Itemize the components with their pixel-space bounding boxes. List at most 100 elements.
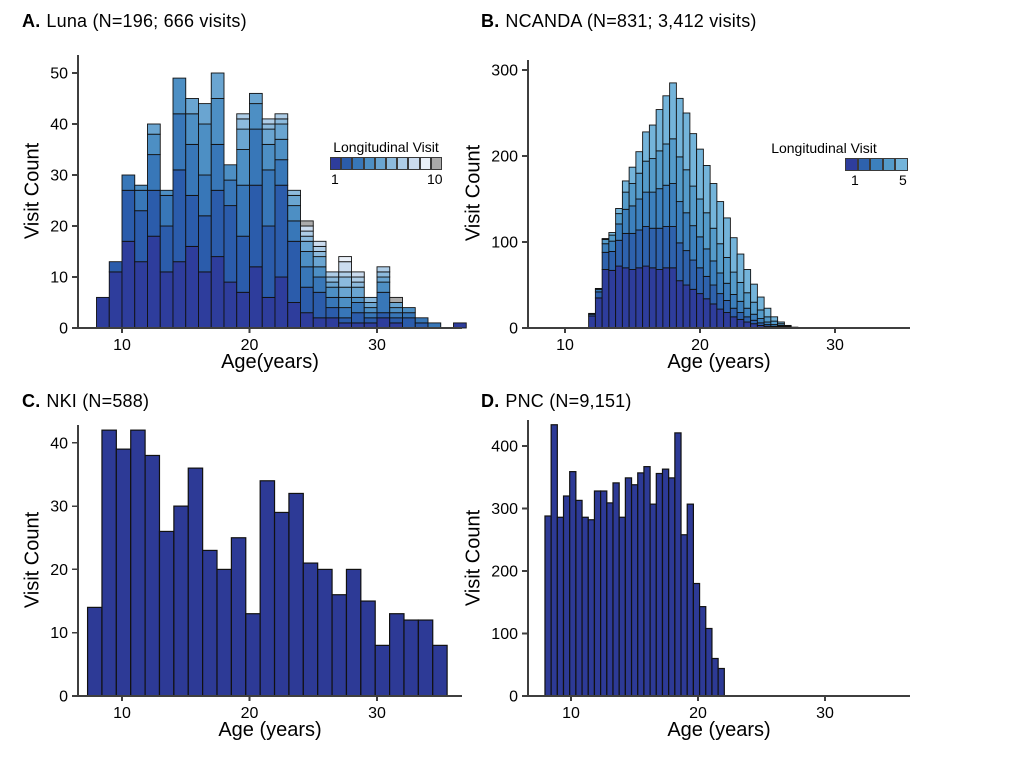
- panel-a-bar-segment: [236, 184, 250, 237]
- panel-a-bar-segment: [363, 296, 378, 303]
- x-tick-label: 10: [556, 337, 574, 354]
- legend-swatch: [419, 157, 431, 170]
- panel-d-bar-segment: [550, 424, 558, 697]
- y-tick-label: 100: [491, 626, 518, 643]
- panel-a-bar-segment: [223, 179, 238, 207]
- panel-d-bar-segment: [556, 516, 565, 697]
- panel-a-bar-segment: [261, 123, 276, 130]
- panel-b-bar-segment: [763, 307, 772, 318]
- panel-b-bar-segment: [716, 272, 725, 295]
- panel-a-bar-segment: [185, 143, 199, 196]
- x-tick-label: 20: [689, 705, 707, 722]
- panel-a-bar-segment: [325, 276, 340, 283]
- panel-b-bar-segment: [615, 213, 623, 225]
- panel-a-bar-segment: [261, 296, 276, 329]
- panel-c-letter: C.: [22, 391, 41, 411]
- panel-a-bar-segment: [376, 266, 391, 273]
- panel-c-bar-segment: [173, 505, 189, 697]
- panel-a-bar-segment: [249, 128, 263, 186]
- panel-a-bar-segment: [351, 276, 365, 283]
- panel-a-bar-segment: [249, 266, 263, 329]
- panel-a-bar-segment: [159, 194, 174, 227]
- panel-b-bar-segment: [743, 292, 752, 309]
- panel-d-bar-segment: [575, 499, 583, 697]
- panel-b-bar-segment: [662, 143, 671, 186]
- panel-d-bar-segment: [705, 627, 713, 697]
- legend-swatch: [385, 157, 398, 170]
- panel-c-bar-segment: [230, 537, 247, 697]
- panel-d-bar-segment: [680, 534, 688, 697]
- panel-a-bar-segment: [147, 235, 161, 329]
- panel-b-bar-segment: [601, 238, 610, 245]
- panel-b-bar-segment: [669, 267, 677, 329]
- panel-b-bar-segment: [743, 316, 752, 323]
- x-tick-label: 20: [691, 337, 709, 354]
- panel-a-bar-segment: [198, 123, 212, 176]
- panel-a-bar-segment: [108, 271, 123, 329]
- panel-b-title: B. NCANDA (N=831; 3,412 visits): [481, 11, 757, 31]
- y-tick-label: 300: [491, 63, 518, 80]
- panel-a-bar-segment: [338, 261, 352, 273]
- panel-a-bar-segment: [261, 169, 276, 227]
- panel-b-bar-segment: [642, 265, 650, 329]
- panel-a-bar-segment: [363, 312, 378, 319]
- panel-a-bar-segment: [261, 225, 276, 298]
- panel-c-bar-segment: [144, 454, 161, 697]
- panel-d-bar-segment: [637, 472, 645, 697]
- panel-d-bar-segment: [717, 667, 725, 697]
- panel-b-bar-segment: [621, 191, 630, 210]
- panel-a-bar-segment: [325, 307, 340, 319]
- panel-a-bar-segment: [147, 123, 161, 135]
- panel-c-bar-segment: [202, 549, 218, 697]
- panel-b-bar-segment: [716, 201, 725, 245]
- panel-b-bar-segment: [608, 232, 617, 236]
- legend-swatch: [870, 158, 883, 171]
- panel-d-bar-segment: [612, 482, 620, 697]
- panel-b-bar-segment: [777, 321, 785, 325]
- panel-b-bar-segment: [621, 267, 630, 329]
- panel-a-bar-segment: [312, 276, 327, 293]
- panel-a-bar-segment: [274, 118, 289, 125]
- y-tick-label: 0: [59, 689, 68, 706]
- y-tick-label: 200: [491, 149, 518, 166]
- panel-a-bar-segment: [389, 296, 403, 303]
- panel-b-bar-segment: [736, 312, 745, 320]
- panel-b-bar-segment: [709, 183, 718, 229]
- y-tick-label: 0: [509, 689, 518, 706]
- x-tick-label: 10: [113, 705, 131, 722]
- panel-d-bar-segment: [544, 515, 552, 697]
- panel-a-bar-segment: [274, 138, 289, 161]
- panel-c-bar-segment: [216, 568, 232, 697]
- panel-c-bar-segment: [403, 619, 419, 697]
- panel-c-bar-segment: [101, 429, 117, 697]
- panel-a-bar-segment: [249, 92, 263, 105]
- panel-a-bar-segment: [351, 296, 365, 303]
- legend-min-label: 1: [331, 171, 339, 187]
- panel-b-bar-segment: [675, 97, 684, 158]
- panel-d-bar-segment: [630, 484, 639, 697]
- panel-d-bar-segment: [606, 502, 614, 697]
- panel-a-bar-segment: [325, 286, 340, 298]
- panel-d-bar-segment: [698, 606, 707, 697]
- panel-c-title: C. NKI (N=588): [22, 391, 150, 411]
- panel-a-bar-segment: [198, 174, 212, 217]
- panel-a-bar-segment: [312, 251, 327, 258]
- panel-c-bar-segment: [288, 492, 304, 697]
- panel-a-bar-segment: [351, 281, 365, 288]
- panel-b-bar-segment: [628, 183, 637, 207]
- panel-a-bar-segment: [376, 312, 391, 319]
- panel-a-bar-segment: [414, 317, 429, 324]
- panel-b-bar-segment: [635, 267, 644, 329]
- panel-a-bar-segment: [389, 317, 403, 324]
- panel-b-bar-segment: [716, 243, 725, 274]
- legend-swatch: [352, 157, 364, 170]
- panel-b-bar-segment: [689, 288, 698, 329]
- panel-b-bar-segment: [655, 227, 664, 270]
- panel-b-bar-segment: [689, 259, 698, 290]
- panel-b-bar-segment: [750, 283, 758, 303]
- panel-a-bar-segment: [312, 240, 327, 247]
- panel-a-bar-segment: [134, 210, 148, 263]
- panel-b-bar-segment: [763, 316, 772, 323]
- panel-b-bar-segment: [662, 226, 671, 269]
- panel-b-bar-segment: [648, 227, 657, 269]
